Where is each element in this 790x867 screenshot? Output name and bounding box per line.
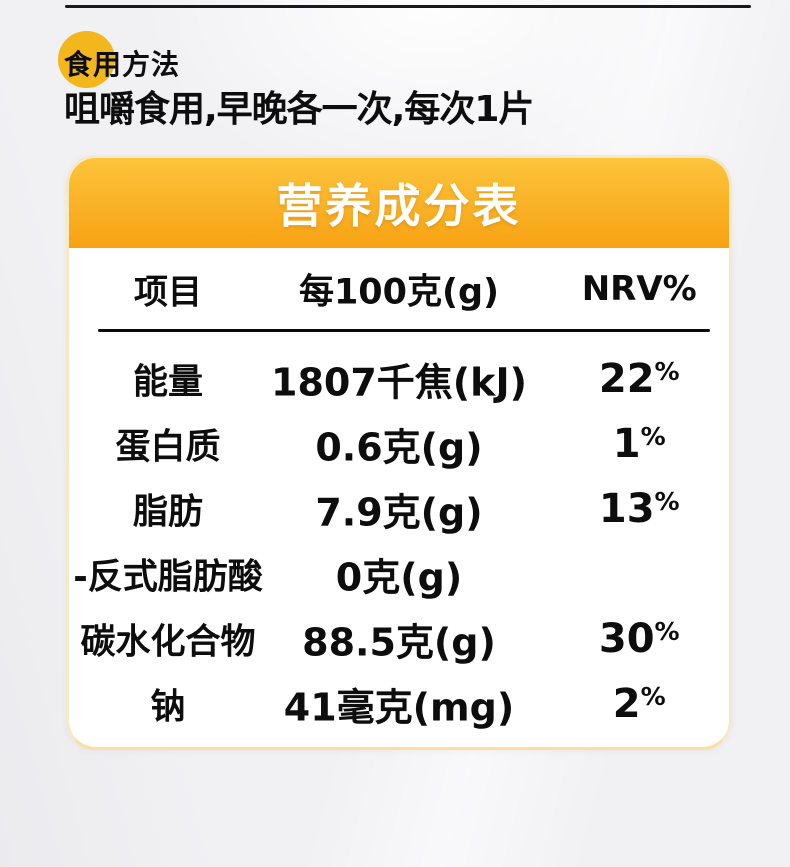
nutrition-item-cell: -反式脂肪酸	[73, 557, 263, 597]
usage-instruction-text: 咀嚼食用,早晚各一次,每次1片	[64, 89, 534, 130]
nutrition-row: 蛋白质 0.6克(g) 1%	[69, 411, 729, 476]
nutrition-value-cell: 1807千焦(kJ)	[271, 360, 527, 404]
nutrition-nrv-cell: 1%	[613, 421, 666, 467]
column-header-per100g: 每100克(g)	[298, 272, 500, 312]
nutrition-nrv-cell: 30%	[599, 616, 680, 662]
nutrition-header-row: 项目 每100克(g) NRV%	[69, 248, 729, 329]
nrv-percent-sign: %	[654, 486, 680, 516]
nutrition-row: 碳水化合物 88.5克(g) 30%	[69, 606, 729, 671]
nutrition-row: 能量 1807千焦(kJ) 22%	[69, 346, 729, 411]
section-divider-line	[65, 5, 751, 8]
nrv-percent-sign: %	[654, 616, 680, 646]
nutrition-item-cell: 能量	[132, 362, 204, 402]
usage-badge-label: 食用方法	[64, 48, 181, 81]
nutrition-item-cell: 脂肪	[132, 492, 204, 532]
nrv-number: 13	[598, 485, 655, 532]
nutrition-table-title: 营养成分表	[276, 179, 522, 233]
nrv-number: 22	[598, 355, 655, 402]
nrv-percent-sign: %	[640, 681, 666, 711]
nutrition-row: -反式脂肪酸 0克(g)	[69, 541, 729, 606]
nutrition-nrv-cell: 13%	[599, 486, 680, 532]
nutrition-value-cell: 88.5克(g)	[302, 620, 496, 664]
nutrition-item-cell: 碳水化合物	[80, 622, 256, 662]
nutrition-nrv-cell: 22%	[599, 356, 680, 402]
nutrition-row: 钠 41毫克(mg) 2%	[69, 671, 729, 736]
nutrition-rows: 能量 1807千焦(kJ) 22% 蛋白质 0.6克(g) 1% 脂肪 7.9克(g) 13% -…	[69, 346, 729, 736]
header-separator-line	[98, 329, 710, 332]
nutrition-row: 脂肪 7.9克(g) 13%	[69, 476, 729, 541]
nutrition-nrv-cell: 2%	[613, 681, 666, 727]
nutrition-value-cell: 0克(g)	[335, 555, 463, 599]
nutrition-facts-card: 营养成分表 项目 每100克(g) NRV% 能量 1807千焦(kJ) 22% 蛋白…	[66, 155, 732, 750]
nrv-percent-sign: %	[654, 356, 680, 386]
nrv-number: 30	[598, 615, 655, 662]
nutrition-value-cell: 41毫克(mg)	[283, 685, 515, 729]
nrv-number: 1	[612, 420, 641, 467]
column-header-item: 项目	[134, 272, 202, 312]
nrv-number: 2	[612, 680, 641, 727]
nutrition-card-header: 营养成分表	[69, 158, 729, 248]
column-header-nrv: NRV%	[581, 268, 697, 309]
nutrition-item-cell: 钠	[150, 687, 186, 727]
nutrition-value-cell: 7.9克(g)	[315, 490, 483, 534]
nutrition-value-cell: 0.6克(g)	[315, 425, 483, 469]
nrv-percent-sign: %	[640, 421, 666, 451]
nutrition-item-cell: 蛋白质	[115, 427, 221, 467]
usage-badge-circle	[58, 31, 115, 88]
